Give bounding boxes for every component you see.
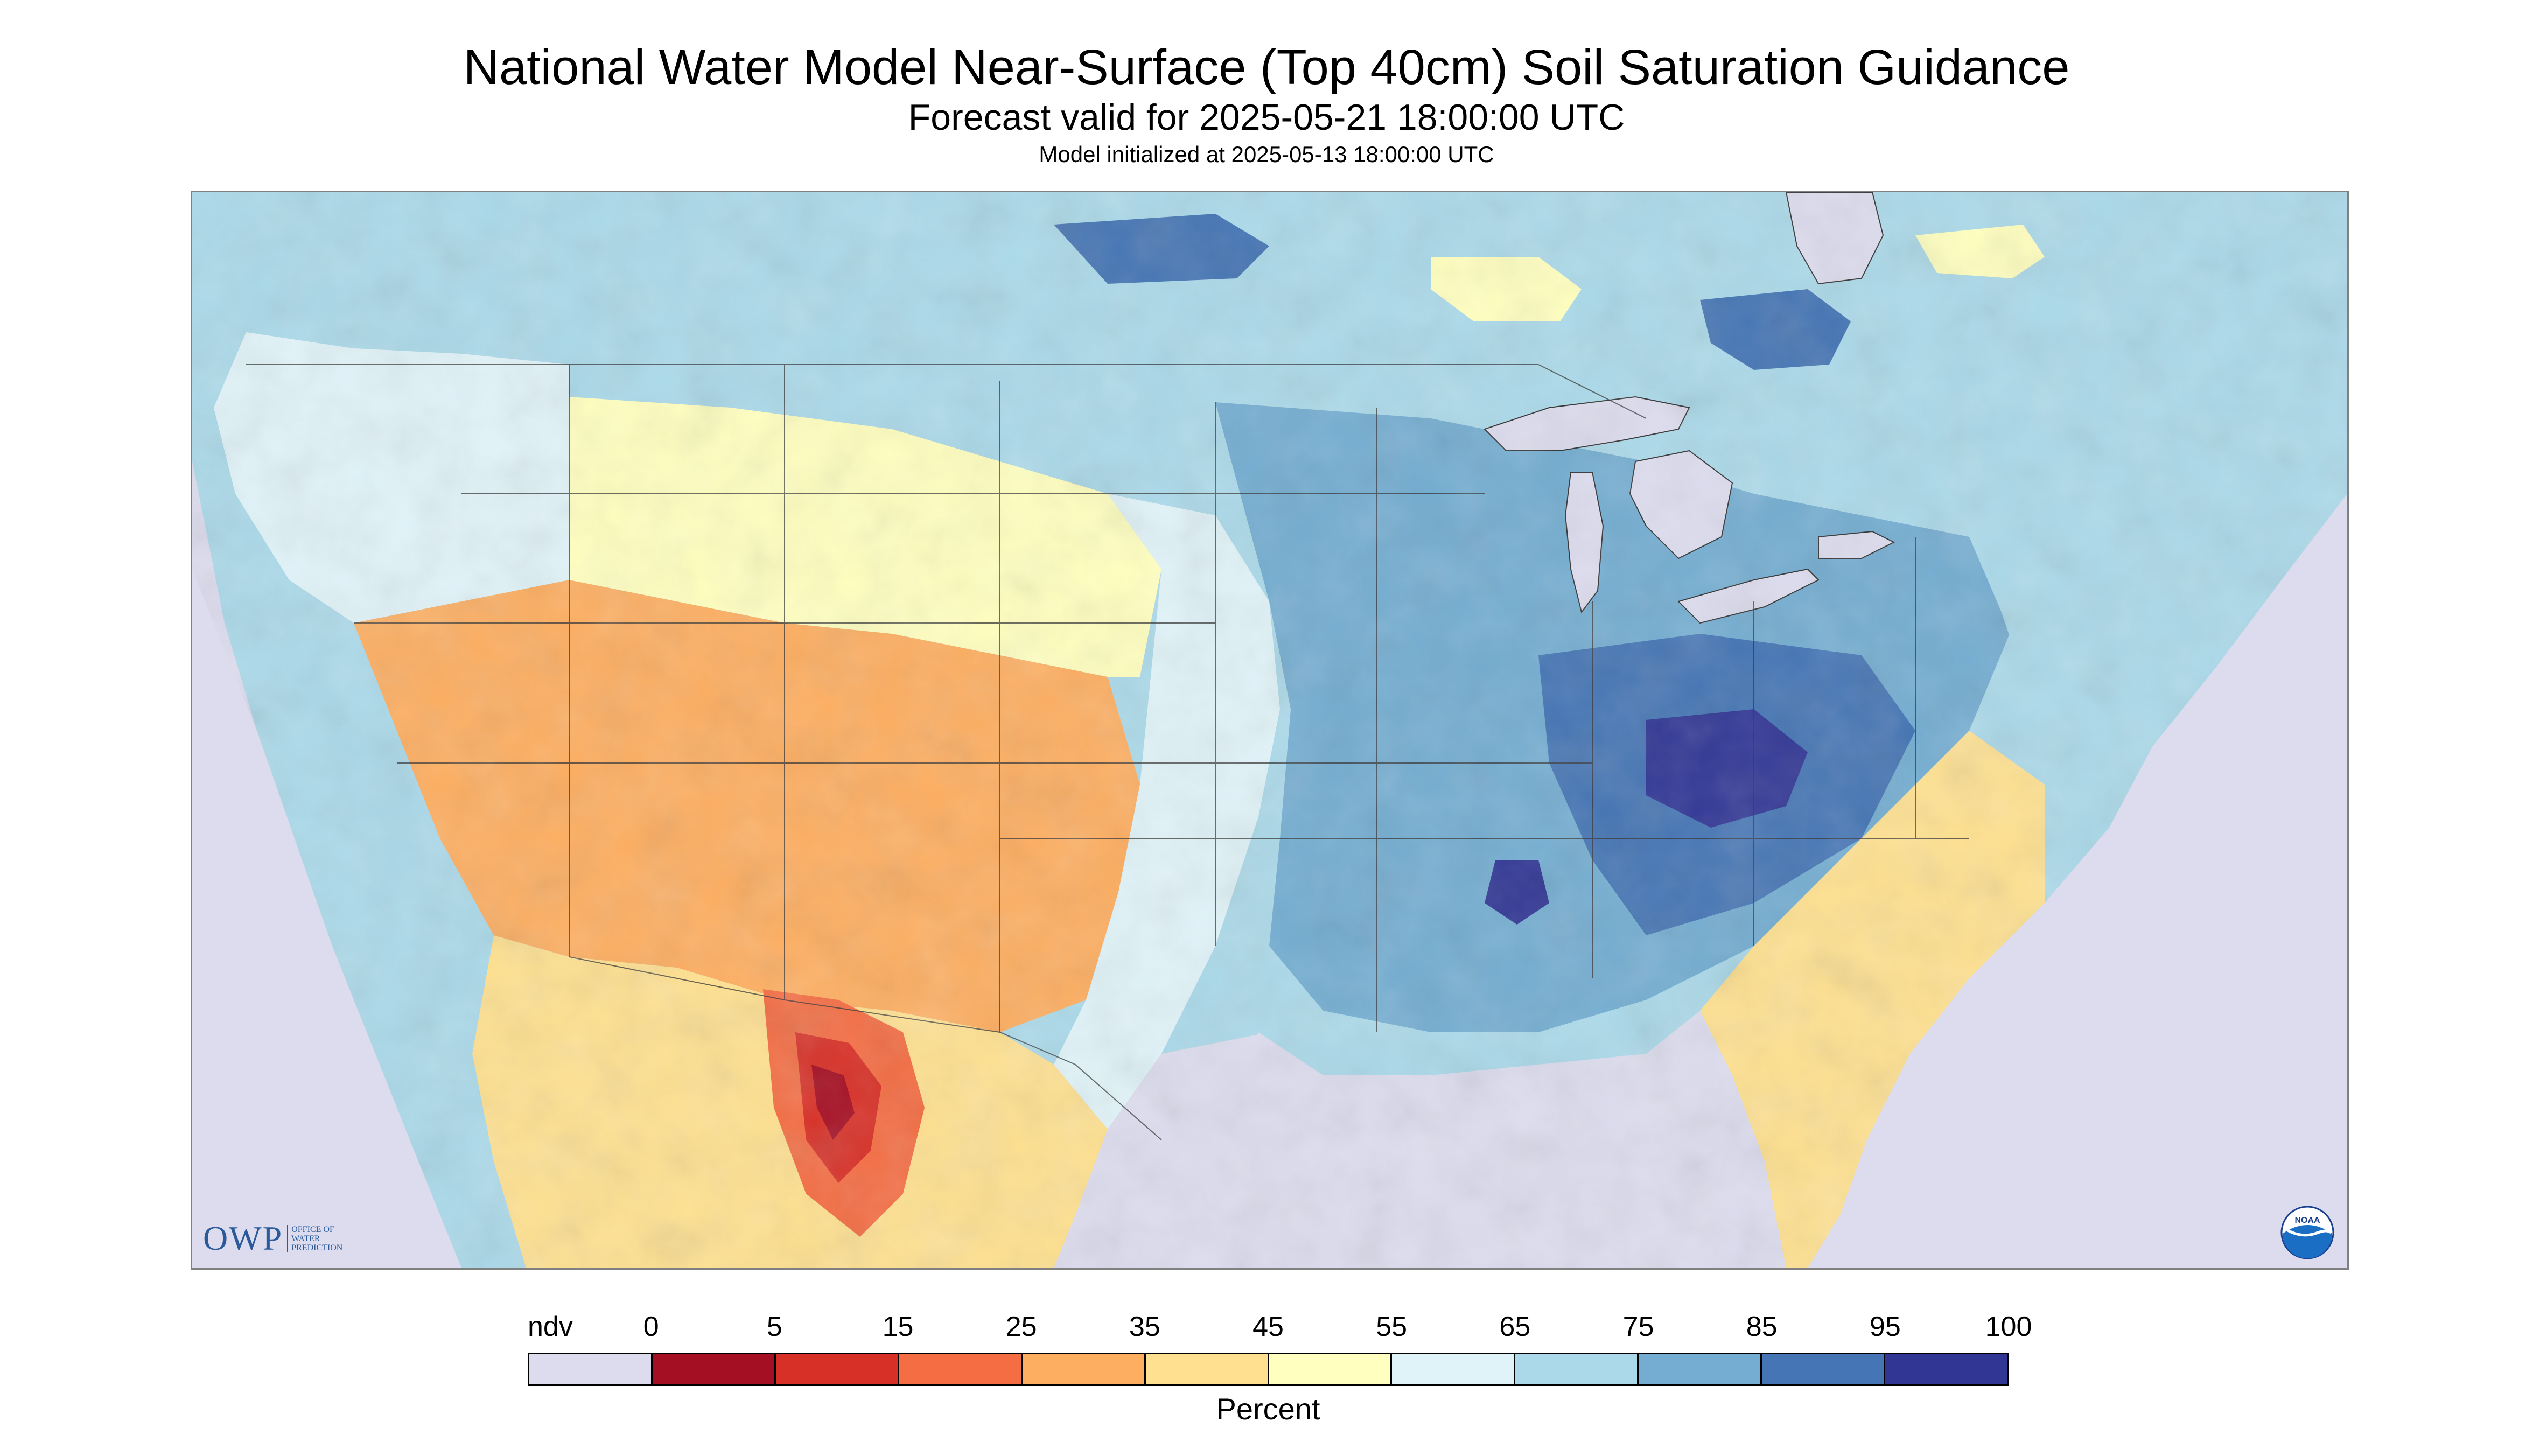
soil-saturation-map: OWP Office of Water Prediction NOAA	[191, 191, 2349, 1270]
colorbar-swatch-0	[529, 1354, 653, 1384]
nodata-west-wedge	[192, 569, 461, 1268]
region-northeast	[1969, 472, 2347, 747]
colorbar-tick-label: 35	[1129, 1311, 1160, 1342]
colorbar-swatch-3	[899, 1354, 1023, 1384]
colorbar-swatch-7	[1392, 1354, 1516, 1384]
lake-ontario	[1818, 530, 1895, 559]
model-init-time: Model initialized at 2025-05-13 18:00:00…	[1039, 142, 1494, 167]
noaa-logo-icon: NOAA	[2280, 1206, 2334, 1259]
colorbar-tick-label: ndv	[528, 1311, 573, 1342]
region-southwest-dry	[354, 580, 1140, 1032]
colorbar-swatch-11	[1885, 1354, 2007, 1384]
region-prairie-dark	[1054, 214, 1269, 284]
region-pacific-nw	[214, 332, 569, 623]
nodata-east-wedge	[1808, 494, 2347, 1268]
lake-michigan	[1564, 472, 1604, 614]
gulf-of-mexico	[1194, 1011, 1786, 1268]
owp-logo-subtext: Office of Water Prediction	[287, 1224, 361, 1252]
colorbar-swatch-6	[1269, 1354, 1393, 1384]
colorbar-swatch-5	[1145, 1354, 1269, 1384]
owp-logo: OWP Office of Water Prediction	[203, 1219, 361, 1258]
region-kentucky-saturated	[1646, 709, 1808, 828]
colorbar-tick-label: 55	[1376, 1311, 1408, 1342]
hudson-bay-lake	[1785, 192, 1884, 285]
colorbar-swatch-2	[775, 1354, 899, 1384]
land-baja	[537, 957, 731, 1268]
colorbar-tick-label: 100	[1985, 1311, 2032, 1342]
region-great-basin	[354, 623, 569, 935]
colorbar-tick-label: 25	[1005, 1311, 1037, 1342]
colorbar-legend: ndv 0 5 15 25 35 45 55 65 75 85 95 100 Percent	[528, 1311, 2032, 1426]
region-plains-transition	[1054, 494, 1280, 1129]
colorbar-swatch-9	[1639, 1354, 1762, 1384]
colorbar-tick-label: 95	[1869, 1311, 1901, 1342]
colorbar-swatch-10	[1762, 1354, 1886, 1384]
lake-superior	[1484, 396, 1690, 451]
region-ontario-wet	[1700, 289, 1851, 370]
colorbar-swatch-1	[652, 1354, 776, 1384]
colorbar-swatch-4	[1022, 1354, 1146, 1384]
region-manitoba-yellow	[1431, 257, 1582, 321]
colorbar-tick-label: 85	[1746, 1311, 1778, 1342]
region-gulf-coast	[1258, 946, 1700, 1075]
land-canada-north	[192, 192, 2347, 548]
colorbar-tick-label: 75	[1622, 1311, 1654, 1342]
colorbar-tick-label: 5	[766, 1311, 782, 1342]
owp-logo-text: OWP	[203, 1219, 283, 1257]
colorbar-tick-label: 45	[1252, 1311, 1284, 1342]
colorbar-tick-label: 65	[1499, 1311, 1531, 1342]
political-borders	[246, 364, 1969, 1140]
colorbar-swatch-8	[1515, 1354, 1639, 1384]
lake-huron	[1629, 450, 1733, 559]
colorbar-unit: Percent	[1216, 1392, 1320, 1426]
region-southeast-coast	[1700, 731, 2045, 1268]
colorbar-tick-label: 0	[643, 1311, 659, 1342]
lake-erie	[1677, 568, 1820, 624]
map-canvas	[192, 192, 2347, 1268]
region-chihuahua-deep	[811, 1065, 855, 1140]
colorbar-tick-label: 15	[882, 1311, 914, 1342]
noaa-logo-text: NOAA	[2294, 1216, 2320, 1225]
forecast-valid-time: Forecast valid for 2025-05-21 18:00:00 U…	[908, 97, 1625, 138]
region-quebec-yellow	[1915, 225, 2045, 278]
map-title: National Water Model Near-Surface (Top 4…	[463, 40, 2070, 95]
colorbar	[528, 1353, 2009, 1386]
region-mississippi-saturated	[1485, 860, 1549, 925]
colorbar-tick-labels: ndv 0 5 15 25 35 45 55 65 75 85 95 100	[528, 1311, 2032, 1348]
